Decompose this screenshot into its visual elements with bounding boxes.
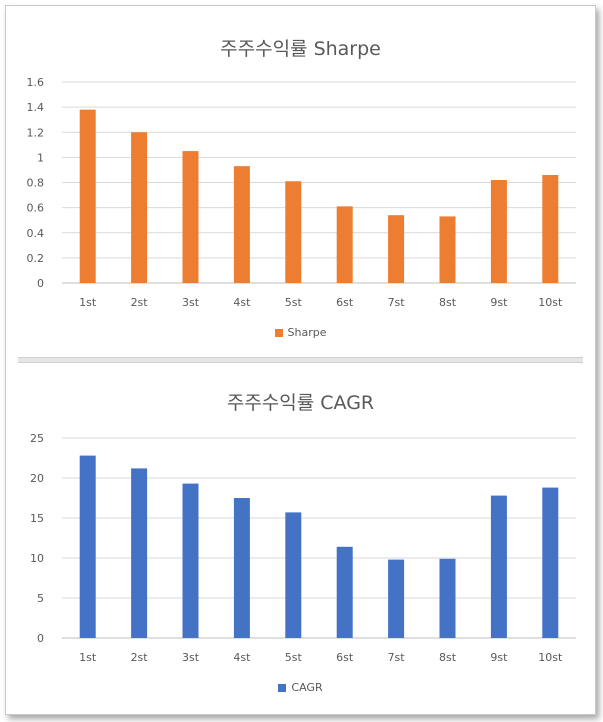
- bar: [388, 559, 405, 638]
- x-tick-label: 1st: [79, 651, 97, 664]
- y-tick-label: 1: [37, 151, 44, 164]
- y-tick-label: 25: [30, 432, 44, 445]
- bar: [336, 206, 353, 283]
- y-tick-label: 0.4: [27, 227, 45, 240]
- legend-swatch-cagr: [278, 683, 287, 692]
- bar: [490, 495, 507, 638]
- bar: [182, 483, 199, 638]
- bar: [336, 546, 353, 638]
- bar: [388, 215, 405, 283]
- x-tick-label: 7st: [388, 651, 406, 664]
- x-tick-label: 6st: [336, 296, 354, 309]
- sharpe-chart: 주주수익률 Sharpe 0 0.2 0.4 0.6 0.8 1 1.2 1.4 1.6 1st 2…: [6, 6, 595, 356]
- y-tick-label: 20: [30, 472, 44, 485]
- bar: [439, 558, 456, 638]
- bar: [182, 151, 199, 283]
- y-tick-label: 15: [30, 512, 44, 525]
- chart-divider: [18, 357, 583, 363]
- x-tick-label: 10st: [538, 651, 563, 664]
- bar: [79, 455, 96, 638]
- x-tick-label: 4st: [233, 296, 251, 309]
- y-tick-label: 5: [37, 592, 44, 605]
- y-tick-label: 0.8: [27, 177, 45, 190]
- x-tick-label: 5st: [285, 296, 303, 309]
- legend-label-cagr: CAGR: [291, 681, 323, 694]
- x-tick-label: 1st: [79, 296, 97, 309]
- x-tick-label: 5st: [285, 651, 303, 664]
- chart-frame: 주주수익률 Sharpe 0 0.2 0.4 0.6 0.8 1 1.2 1.4 1.6 1st 2…: [5, 5, 596, 715]
- y-tick-label: 0.2: [27, 252, 45, 265]
- bar: [233, 166, 250, 283]
- x-tick-label: 2st: [131, 296, 149, 309]
- y-tick-label: 0: [37, 632, 44, 645]
- y-tick-label: 1.2: [27, 126, 45, 139]
- y-tick-label: 1.6: [27, 76, 45, 89]
- bar: [131, 132, 148, 283]
- x-tick-label: 6st: [336, 651, 354, 664]
- bar: [79, 109, 96, 283]
- bar: [233, 498, 250, 638]
- bar: [285, 181, 302, 283]
- sharpe-chart-plot: 0 0.2 0.4 0.6 0.8 1 1.2 1.4 1.6 1st 2st 3st 4st 5st 6s…: [27, 76, 576, 309]
- x-tick-label: 9st: [490, 296, 508, 309]
- chart-legend: CAGR: [6, 681, 595, 694]
- bar: [131, 468, 148, 638]
- x-tick-label: 10st: [538, 296, 563, 309]
- cagr-chart: 주주수익률 CAGR 0 5 10 15 20 25 1st 2st 3st 4st 5st 6st 7…: [6, 363, 595, 714]
- y-tick-label: 0: [37, 277, 44, 290]
- x-tick-label: 9st: [490, 651, 508, 664]
- chart-legend: Sharpe: [6, 326, 595, 339]
- x-tick-label: 8st: [439, 296, 457, 309]
- bar: [490, 179, 507, 283]
- cagr-chart-plot: 0 5 10 15 20 25 1st 2st 3st 4st 5st 6st 7st 8st 9st 10s…: [30, 432, 576, 664]
- legend-swatch-sharpe: [274, 328, 283, 337]
- bar: [285, 512, 302, 638]
- bar: [542, 487, 559, 638]
- x-tick-label: 2st: [131, 651, 149, 664]
- y-tick-label: 0.6: [27, 202, 45, 215]
- bar: [439, 216, 456, 283]
- bar: [542, 174, 559, 283]
- y-tick-label: 10: [30, 552, 44, 565]
- y-tick-label: 1.4: [27, 101, 45, 114]
- x-tick-label: 4st: [233, 651, 251, 664]
- legend-label-sharpe: Sharpe: [287, 326, 327, 339]
- x-tick-label: 8st: [439, 651, 457, 664]
- x-tick-label: 3st: [182, 651, 200, 664]
- chart-title: 주주수익률 CAGR: [226, 392, 375, 414]
- chart-title: 주주수익률 Sharpe: [220, 38, 381, 60]
- x-tick-label: 3st: [182, 296, 200, 309]
- x-tick-label: 7st: [388, 296, 406, 309]
